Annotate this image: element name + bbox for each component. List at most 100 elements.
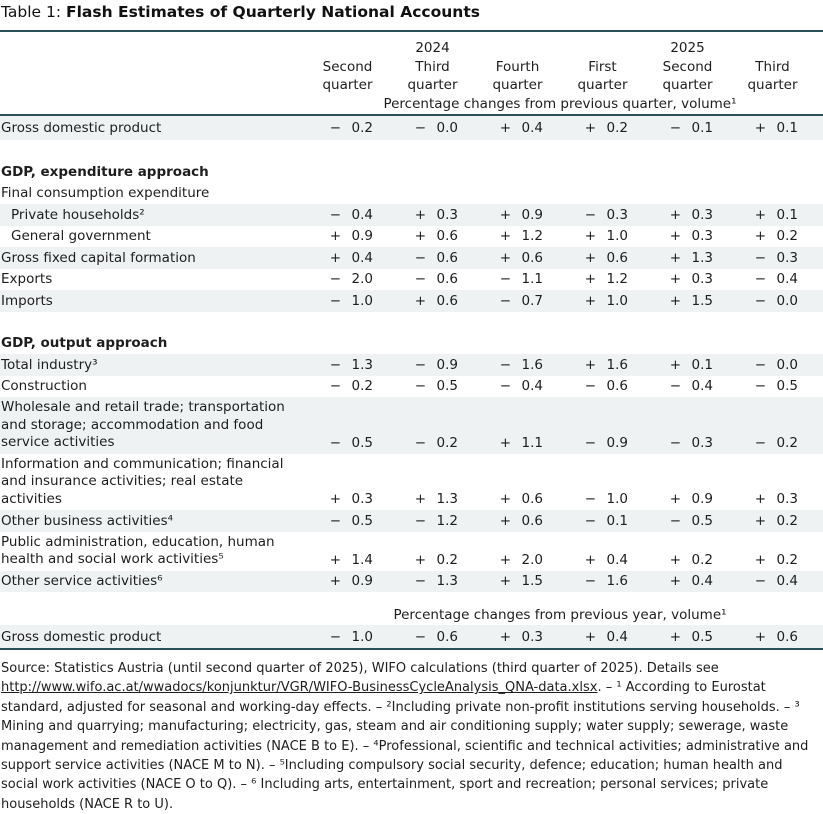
quarter-column-header: Third quarter xyxy=(747,59,798,93)
row-values: −0.2−0.0 +0.4 +0.2−0.1 +0.1 xyxy=(305,120,815,136)
footnote-link[interactable]: http://www.wifo.ac.at/wwadocs/konjunktur… xyxy=(1,680,598,696)
row-label: GDP, output approach xyxy=(1,335,168,352)
table-row: Wholesale and retail trade; transportati… xyxy=(0,397,823,454)
value-number: 0.9 xyxy=(691,491,713,507)
value-cell: +0.2 xyxy=(560,120,645,136)
table-row: Gross domestic product −1.0−0.6 +0.3 +0.4 +0… xyxy=(0,625,823,648)
value-cell: +0.2 xyxy=(730,228,815,244)
value-number: 0.5 xyxy=(776,378,798,395)
value-number: 0.6 xyxy=(521,512,543,529)
value-number: 0.4 xyxy=(521,378,543,395)
table-row: Gross domestic product −0.2−0.0 +0.4 +0.2−0… xyxy=(0,116,823,140)
row-label: Public administration, education, human … xyxy=(1,533,275,568)
value-cell: +0.2 xyxy=(645,552,730,568)
value-sign: + xyxy=(584,228,596,245)
value-sign: − xyxy=(414,628,426,645)
value-sign: + xyxy=(329,249,341,266)
value-number: 0.4 xyxy=(606,551,628,568)
value-sign: − xyxy=(584,512,596,529)
value-cell: +0.4 xyxy=(560,629,645,645)
value-number: 0.3 xyxy=(521,628,543,645)
table-row: Total industry³ −1.3−0.9−1.6 +1.6 +0.1−0.0 xyxy=(0,354,823,376)
row-label: Imports xyxy=(1,292,53,309)
value-sign: + xyxy=(499,573,511,590)
value-number: 0.4 xyxy=(606,628,628,645)
year-label: 2025 xyxy=(670,40,705,56)
value-cell: +0.6 xyxy=(475,513,560,529)
value-sign: + xyxy=(499,228,511,245)
table-row: Imports −1.0 +0.6−0.7 +1.0 +1.5−0.0 xyxy=(0,290,823,312)
table-row: Gross fixed capital formation +0.4−0.6 +0.… xyxy=(0,247,823,269)
value-sign: − xyxy=(499,292,511,309)
value-cell: −0.6 xyxy=(390,271,475,287)
value-sign: − xyxy=(329,378,341,395)
value-number: 0.6 xyxy=(606,378,628,395)
value-number: 0.2 xyxy=(606,120,628,136)
value-cell: +0.6 xyxy=(390,293,475,309)
value-sign: − xyxy=(584,434,596,451)
value-cell: −1.0 xyxy=(560,491,645,507)
value-cell: +0.2 xyxy=(390,552,475,568)
value-cell: −2.0 xyxy=(305,271,390,287)
value-cell: −0.2 xyxy=(305,120,390,136)
value-sign: + xyxy=(669,628,681,645)
value-cell: −0.6 xyxy=(390,250,475,266)
value-number: 0.9 xyxy=(606,434,628,451)
value-number: 1.0 xyxy=(606,292,628,309)
value-cell: +0.1 xyxy=(645,357,730,373)
row-label: Gross domestic product xyxy=(1,628,162,645)
value-sign: + xyxy=(584,249,596,266)
value-cell: +0.1 xyxy=(730,207,815,223)
row-values: −0.5−0.2 +1.1−0.9−0.3−0.2 xyxy=(305,435,815,454)
value-sign: + xyxy=(414,491,426,507)
value-sign: − xyxy=(754,573,766,590)
value-sign: + xyxy=(584,551,596,568)
value-number: 0.6 xyxy=(606,249,628,266)
value-cell: +0.4 xyxy=(305,250,390,266)
section-header-row: GDP, output approach xyxy=(0,333,823,355)
value-sign: + xyxy=(499,512,511,529)
value-cell: +0.3 xyxy=(305,491,390,507)
row-label: Information and communication; financial… xyxy=(1,455,284,507)
section-header-row: GDP, expenditure approach xyxy=(0,161,823,183)
row-values: −1.0 +0.6−0.7 +1.0 +1.5−0.0 xyxy=(305,293,815,309)
value-sign: + xyxy=(414,551,426,568)
value-number: 2.0 xyxy=(351,271,373,288)
spanner-year-label: Percentage changes from previous year, v… xyxy=(393,606,727,623)
value-number: 0.2 xyxy=(776,512,798,529)
value-cell: +1.4 xyxy=(305,552,390,568)
value-sign: + xyxy=(754,206,766,223)
value-sign: − xyxy=(669,378,681,395)
value-cell: +0.4 xyxy=(645,573,730,589)
row-label: Wholesale and retail trade; transportati… xyxy=(1,399,285,450)
value-sign: − xyxy=(754,271,766,288)
value-number: 0.2 xyxy=(776,434,798,451)
table-row: Information and communication; financial… xyxy=(0,454,823,511)
value-sign: + xyxy=(499,120,511,136)
value-sign: + xyxy=(754,228,766,245)
value-cell: +0.6 xyxy=(475,491,560,507)
footnote-text: Source: Statistics Austria (until second… xyxy=(1,661,719,676)
value-sign: + xyxy=(414,292,426,309)
value-cell: −0.4 xyxy=(305,207,390,223)
value-number: 0.7 xyxy=(521,292,543,309)
value-number: 0.6 xyxy=(436,628,458,645)
header-rule xyxy=(0,114,823,116)
value-sign: + xyxy=(754,512,766,529)
value-cell: −0.3 xyxy=(645,435,730,451)
value-cell: −0.0 xyxy=(390,120,475,136)
table-title-main: Flash Estimates of Quarterly National Ac… xyxy=(66,3,480,21)
value-sign: + xyxy=(329,491,341,507)
row-label: Private households² xyxy=(11,206,145,223)
value-cell: −0.5 xyxy=(730,378,815,394)
row-values: −0.2−0.5−0.4−0.6−0.4−0.5 xyxy=(305,378,815,394)
value-cell: −1.0 xyxy=(305,629,390,645)
value-cell: −0.0 xyxy=(730,357,815,373)
row-values: +0.9−1.3 +1.5−1.6 +0.4−0.4 xyxy=(305,573,815,589)
table-row: Final consumption expenditure xyxy=(0,183,823,205)
value-sign: + xyxy=(669,271,681,288)
value-sign: + xyxy=(669,249,681,266)
row-label: Total industry³ xyxy=(1,356,98,373)
value-cell: +0.2 xyxy=(730,552,815,568)
value-cell: −0.7 xyxy=(475,293,560,309)
